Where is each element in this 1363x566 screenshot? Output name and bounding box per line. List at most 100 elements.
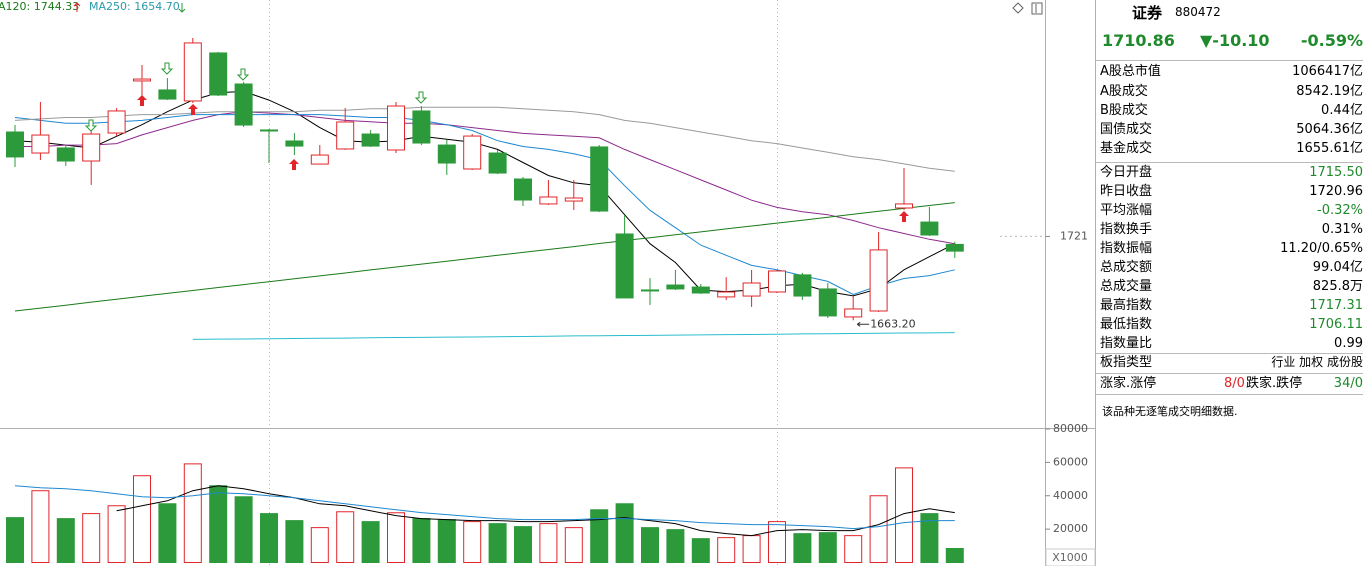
candle-body — [945, 243, 964, 252]
candle-body — [564, 197, 583, 202]
label: 国债成交 — [1100, 122, 1153, 137]
label: 跌家.跌停 — [1246, 376, 1303, 391]
ma-line — [14, 485, 955, 530]
signal-up — [137, 95, 147, 106]
ma-line — [14, 114, 955, 296]
volume-bar — [260, 513, 278, 564]
signal-up — [188, 104, 198, 115]
volume-bar — [183, 463, 202, 563]
index-name: 证券 — [1132, 4, 1163, 22]
volume-bar — [615, 503, 634, 564]
volume-bar — [234, 496, 253, 563]
candle-body — [869, 249, 888, 312]
price: 1710.86 — [1102, 31, 1175, 50]
volume-bar — [818, 532, 837, 564]
candle-body — [82, 133, 101, 162]
value: 1717.31 — [1309, 298, 1363, 313]
index-code: 880472 — [1175, 5, 1221, 19]
signal-down — [84, 119, 98, 132]
label: 基金成交 — [1100, 141, 1153, 156]
volume-bar — [742, 535, 761, 563]
stat-row: 指数换手 0.31% — [1096, 220, 1363, 239]
volume-bar — [945, 547, 964, 563]
value: 1655.61亿 — [1296, 141, 1363, 156]
value: 8542.19亿 — [1296, 84, 1363, 99]
candle-body — [437, 144, 456, 164]
candle-body — [361, 133, 380, 147]
legend-arrow — [178, 3, 186, 13]
change: ▼-10.10 — [1200, 31, 1270, 50]
value: 1715.50 — [1309, 165, 1363, 180]
chart: X1000 1721 20000 40000 60000 80000 1663.20 A12… — [0, 0, 1096, 566]
candle-body — [336, 121, 355, 150]
stat-row: 最高指数 1717.31 — [1096, 296, 1363, 315]
stat-row: 昨日收盘 1720.96 — [1096, 182, 1363, 201]
signal-up — [899, 211, 909, 222]
ma-legend: MA250: 1654.70 — [89, 0, 180, 13]
ma-line — [14, 106, 955, 172]
y-tick-label: 1721 — [1060, 229, 1088, 242]
candle-body — [107, 110, 126, 134]
candle-body — [234, 83, 253, 126]
volume-unit: X1000 — [1052, 551, 1088, 564]
annotation-arrow — [856, 321, 870, 327]
signal-down — [160, 62, 174, 75]
signal-down — [414, 91, 428, 104]
candle-body — [31, 134, 50, 154]
candle-body — [56, 147, 75, 162]
separator — [1096, 394, 1363, 395]
label: 指数换手 — [1100, 222, 1153, 237]
candle-body — [133, 78, 151, 82]
value: 1720.96 — [1309, 184, 1363, 199]
label: A股成交 — [1100, 84, 1148, 99]
volume-bar — [387, 512, 405, 563]
updown-row: 涨家.涨停 8/0 跌家.跌停 34/0 — [1096, 374, 1363, 393]
volume-bar — [514, 526, 532, 564]
candle-body — [387, 105, 405, 151]
candle-body — [285, 140, 304, 147]
candle-body — [6, 131, 24, 158]
candle-body — [793, 274, 812, 297]
stat-row: 最低指数 1706.11 — [1096, 315, 1363, 334]
volume-bar — [361, 521, 380, 563]
stat-row: 今日开盘 1715.50 — [1096, 163, 1363, 182]
candle-body — [514, 178, 532, 201]
candle-body — [615, 233, 634, 299]
value: 5064.36亿 — [1296, 122, 1363, 137]
candle-body — [488, 152, 507, 174]
separator — [1096, 60, 1363, 61]
label: 板指类型 — [1100, 355, 1153, 370]
stat-row: 总成交量 825.8万 — [1096, 277, 1363, 296]
volume-bar — [844, 535, 863, 563]
ma-line — [116, 485, 955, 537]
ma-line — [14, 90, 956, 297]
label: 今日开盘 — [1100, 165, 1153, 180]
stat-row: A股成交 8542.19亿 — [1096, 82, 1363, 101]
volume-bar — [920, 513, 939, 564]
candle-body — [895, 203, 913, 209]
volume-bar — [412, 518, 431, 564]
ma-line — [192, 332, 955, 340]
separator — [1096, 353, 1363, 354]
y-tick-label: 40000 — [1053, 489, 1088, 502]
note: 该品种无逐笔成交明细数据. — [1102, 405, 1238, 418]
y-tick-label: 60000 — [1053, 455, 1088, 468]
change-pct: -0.59% — [1300, 31, 1363, 50]
candle-body — [691, 286, 710, 294]
quote-panel: 证券 880472 1710.86 ▼-10.10 -0.59% A股总市值 10… — [1096, 0, 1363, 566]
value: 8/0 — [1224, 376, 1245, 391]
volume-bar — [768, 521, 786, 563]
stat-row: 板指类型 行业 加权 成份股 — [1096, 353, 1363, 372]
icon[interactable] — [1031, 2, 1043, 15]
value: 0.31% — [1321, 222, 1363, 237]
separator — [1096, 373, 1363, 374]
value: 11.20/0.65% — [1280, 241, 1363, 256]
volume-bar — [539, 523, 558, 563]
candle-body — [641, 289, 659, 292]
volume-bar — [717, 537, 736, 563]
volume-bar — [209, 485, 228, 563]
icon[interactable] — [1012, 2, 1024, 14]
label: 平均涨幅 — [1100, 203, 1153, 218]
value: 0.99 — [1334, 336, 1363, 351]
